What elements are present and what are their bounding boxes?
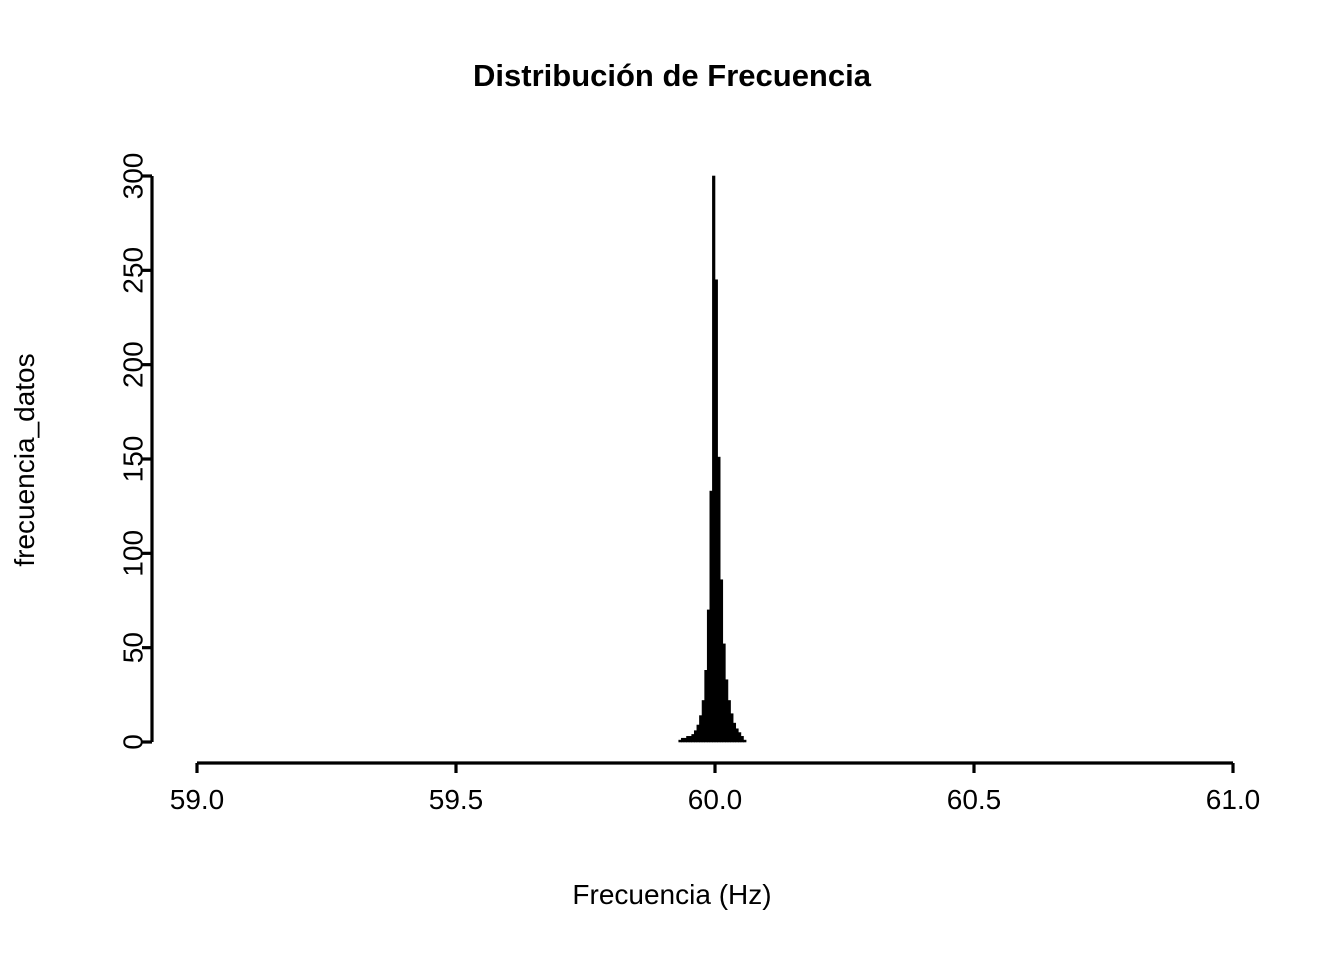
histogram-bar [683, 737, 687, 743]
histogram-bar [706, 609, 711, 743]
histogram-bar [722, 643, 726, 743]
y-axis-tick-label: 300 [118, 153, 149, 200]
x-axis-tick-label: 59.5 [429, 784, 484, 815]
histogram-bar [686, 736, 690, 743]
x-axis-tick-label: 60.0 [688, 784, 743, 815]
histogram-bar [727, 700, 731, 743]
histogram-bar [719, 579, 724, 743]
histogram-bar [740, 736, 744, 743]
y-axis [142, 174, 154, 744]
histogram-bar [681, 737, 685, 743]
y-axis-tick-label: 0 [118, 734, 149, 750]
y-axis-tick-label: 100 [118, 530, 149, 577]
x-axis [195, 761, 1235, 773]
histogram-bar [691, 734, 695, 743]
x-axis-tick-label: 60.5 [947, 784, 1002, 815]
histogram-bar [714, 279, 718, 743]
histogram-bar [704, 670, 708, 743]
histogram-bar [701, 700, 705, 743]
y-axis-tick-label: 50 [118, 632, 149, 663]
histogram-bar [743, 739, 747, 743]
y-axis-tick-labels: 0 50 100 150 200 250 300 [118, 153, 149, 750]
page-title: Distribución de Frecuencia [473, 58, 871, 93]
x-axis-tick-label: 59.0 [170, 784, 225, 815]
histogram-bar [738, 732, 742, 743]
histogram-bar [725, 679, 729, 743]
histogram-bars [678, 175, 747, 743]
histogram-bar [693, 730, 698, 743]
x-axis-title: Frecuencia (Hz) [572, 879, 772, 910]
histogram-bar [699, 715, 703, 743]
x-axis-tick-label: 61.0 [1206, 784, 1261, 815]
histogram-bar [717, 456, 721, 743]
histogram-bar [696, 724, 700, 743]
histogram-bar [709, 490, 713, 743]
histogram-bar [730, 713, 734, 743]
histogram-bar [688, 736, 692, 743]
histogram-bar [732, 722, 737, 743]
y-axis-tick-label: 250 [118, 247, 149, 294]
x-axis-tick-labels: 59.0 59.5 60.0 60.5 61.0 [170, 784, 1261, 815]
histogram-bar [712, 175, 716, 743]
histogram-bar [735, 728, 739, 743]
y-axis-tick-label: 200 [118, 341, 149, 388]
histogram-bar [678, 739, 682, 743]
y-axis-tick-label: 150 [118, 436, 149, 483]
